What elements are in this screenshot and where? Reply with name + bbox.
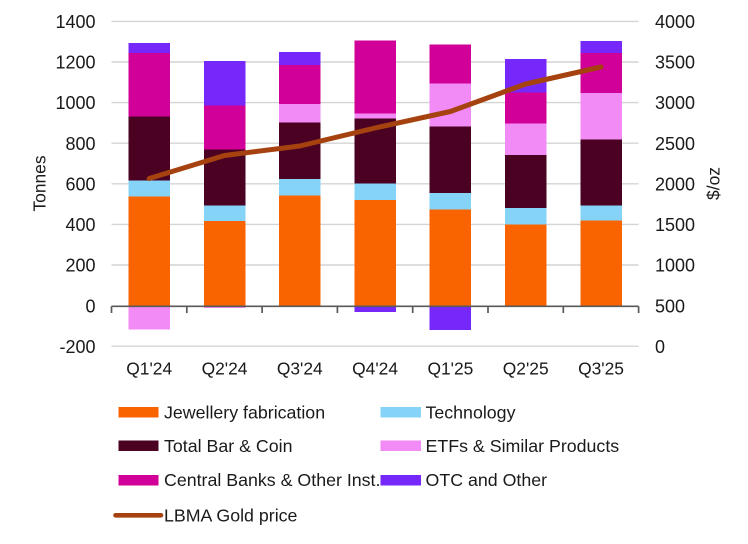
svg-text:$/oz: $/oz (704, 167, 724, 200)
svg-text:0: 0 (85, 296, 95, 316)
svg-text:1400: 1400 (55, 12, 95, 32)
svg-text:1000: 1000 (55, 93, 95, 113)
svg-text:500: 500 (655, 296, 685, 316)
svg-text:1500: 1500 (655, 215, 695, 235)
svg-text:Q3'25: Q3'25 (578, 359, 624, 379)
svg-text:Total Bar & Coin: Total Bar & Coin (164, 436, 292, 456)
svg-text:Central Banks & Other Inst.: Central Banks & Other Inst. (164, 470, 380, 490)
svg-text:Q2'24: Q2'24 (202, 359, 248, 379)
svg-text:1200: 1200 (55, 53, 95, 73)
svg-text:200: 200 (65, 256, 95, 276)
svg-text:Q2'25: Q2'25 (503, 359, 549, 379)
svg-text:ETFs & Similar Products: ETFs & Similar Products (426, 436, 620, 456)
svg-text:1000: 1000 (655, 256, 695, 276)
svg-text:Tonnes: Tonnes (29, 155, 49, 211)
svg-text:600: 600 (65, 174, 95, 194)
svg-text:2500: 2500 (655, 134, 695, 154)
svg-text:400: 400 (65, 215, 95, 235)
svg-text:Jewellery fabrication: Jewellery fabrication (164, 402, 325, 422)
svg-text:Q3'24: Q3'24 (277, 359, 323, 379)
svg-text:Q1'24: Q1'24 (126, 359, 172, 379)
svg-text:2000: 2000 (655, 174, 695, 194)
svg-text:4000: 4000 (655, 12, 695, 32)
svg-text:Technology: Technology (426, 402, 516, 422)
svg-text:LBMA Gold price: LBMA Gold price (164, 505, 298, 525)
svg-text:OTC and Other: OTC and Other (426, 470, 548, 490)
svg-text:3500: 3500 (655, 53, 695, 73)
svg-text:Q4'24: Q4'24 (352, 359, 398, 379)
svg-text:800: 800 (65, 134, 95, 154)
svg-text:0: 0 (655, 337, 665, 357)
svg-text:-200: -200 (59, 337, 95, 357)
svg-text:Q1'25: Q1'25 (427, 359, 473, 379)
svg-text:3000: 3000 (655, 93, 695, 113)
